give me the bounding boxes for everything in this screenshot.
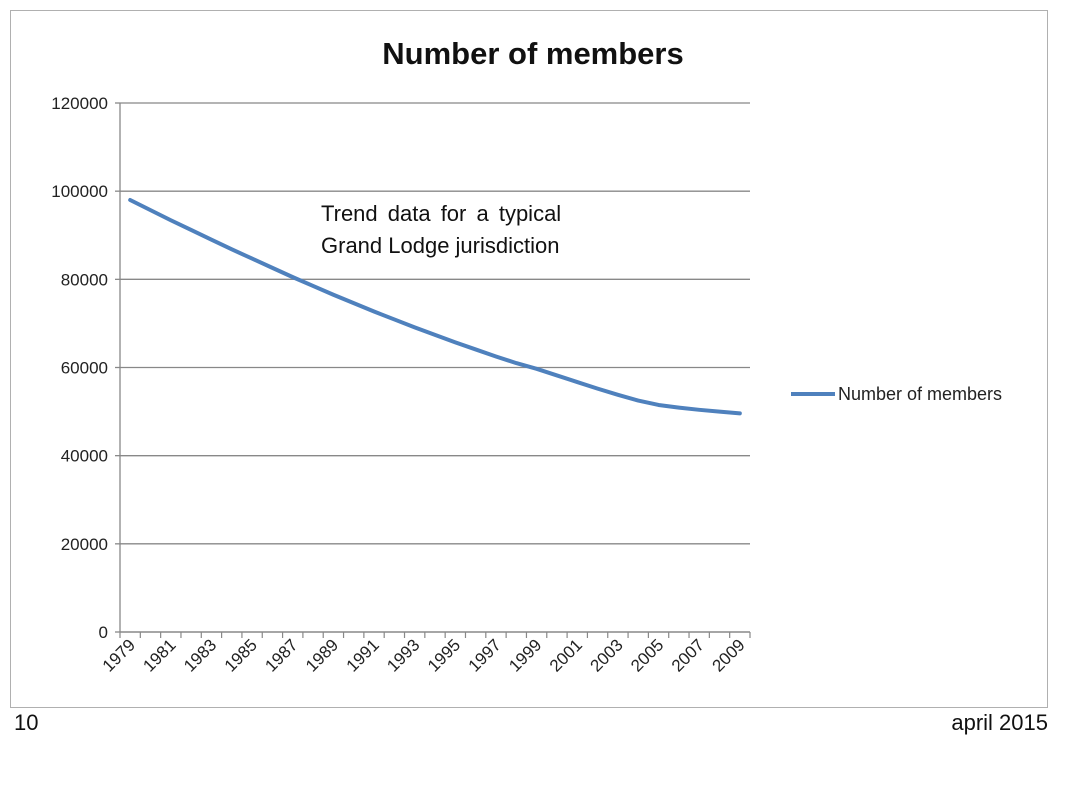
x-tick-label: 2003 <box>587 635 627 675</box>
x-tick-label: 1985 <box>221 635 261 675</box>
footer-date: april 2015 <box>951 710 1048 735</box>
y-tick-label: 100000 <box>51 182 108 201</box>
y-tick-label: 80000 <box>61 270 108 289</box>
y-tick-label: 120000 <box>51 94 108 113</box>
y-tick-label: 60000 <box>61 359 108 378</box>
x-tick-label: 1999 <box>505 635 545 675</box>
x-tick-label: 1997 <box>465 635 505 675</box>
x-tick-label: 1983 <box>180 635 220 675</box>
x-tick-label: 1987 <box>261 635 301 675</box>
x-tick-label: 2007 <box>668 635 708 675</box>
x-tick-label: 2009 <box>708 635 748 675</box>
x-tick-label: 1981 <box>139 635 179 675</box>
chart-title: Number of members <box>382 36 683 71</box>
x-tick-label: 1991 <box>343 635 383 675</box>
annotation-line-2: Grand Lodge jurisdiction <box>321 233 559 258</box>
page-number: 10 <box>14 710 39 735</box>
x-tick-label: 2001 <box>546 635 586 675</box>
x-tick-label: 1989 <box>302 635 342 675</box>
annotation-line-1: Trend data for a typical <box>321 201 561 226</box>
legend-label: Number of members <box>838 384 1002 404</box>
y-tick-label: 40000 <box>61 447 108 466</box>
x-tick-label: 2005 <box>627 635 667 675</box>
x-tick-label: 1995 <box>424 635 464 675</box>
y-tick-label: 20000 <box>61 535 108 554</box>
chart-frame <box>10 10 1048 708</box>
series-line <box>128 197 742 416</box>
y-tick-label: 0 <box>99 623 108 642</box>
x-tick-label: 1993 <box>383 635 423 675</box>
